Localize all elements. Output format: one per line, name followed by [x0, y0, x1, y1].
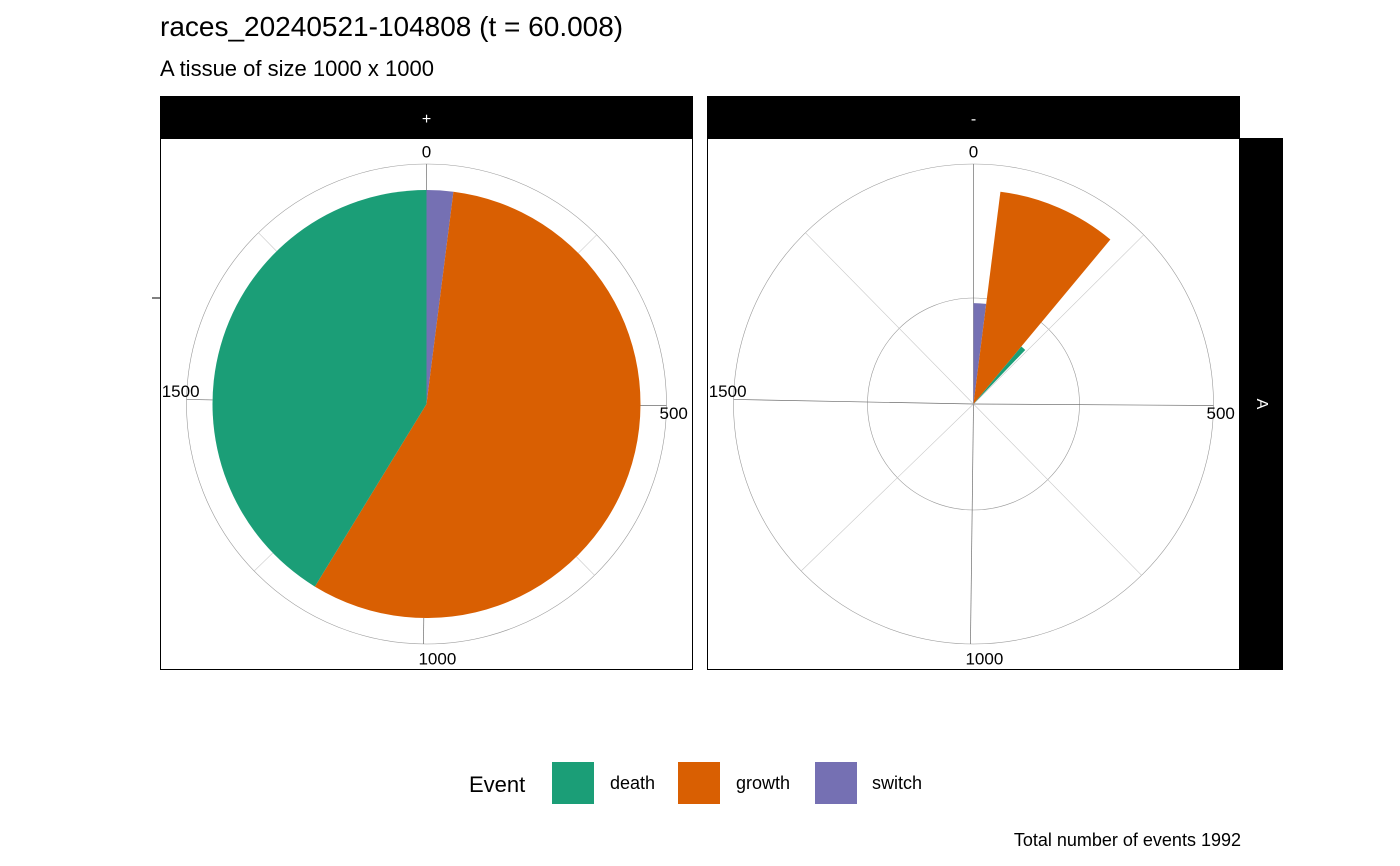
grid-spoke-major	[733, 399, 974, 405]
facet-strip-plus	[160, 96, 693, 138]
slice-death	[973, 346, 1026, 404]
legend-label-switch: switch	[872, 773, 922, 793]
grid-spoke-minor	[578, 234, 597, 254]
grid-spoke-minor	[258, 232, 277, 252]
grid-spoke-minor	[576, 556, 595, 576]
panel-plus-slices	[212, 190, 641, 618]
slice-growth	[973, 191, 1111, 404]
slice-switch	[973, 303, 987, 404]
grid-spoke-minor	[253, 552, 274, 572]
grid-spoke-major	[973, 403, 1214, 406]
legend: Event death growth switch	[469, 762, 922, 804]
grid-spoke-minor	[973, 403, 1142, 576]
legend-label-death: death	[610, 773, 655, 793]
tick-label-0: 0	[422, 143, 431, 162]
legend-swatch-growth	[678, 762, 720, 804]
panel-plus-grid	[186, 163, 667, 645]
grid-spoke-major	[970, 403, 974, 644]
panel-minus-slices	[973, 191, 1111, 404]
slice-switch	[426, 190, 454, 404]
slice-growth	[314, 191, 641, 618]
grid-spoke-minor	[805, 232, 974, 405]
legend-label-growth: growth	[736, 773, 790, 793]
panel-plus-tick-labels: 0 500 1000 1500	[162, 143, 688, 669]
facet-strip-row-a	[1240, 138, 1283, 670]
panel-minus-grid	[733, 163, 1214, 645]
legend-title: Event	[469, 772, 525, 797]
chart-title: races_20240521-104808 (t = 60.008)	[160, 11, 624, 42]
facet-label-plus: +	[422, 111, 431, 128]
facet-label-row-a: A	[1253, 399, 1270, 410]
facet-strip-minus	[707, 96, 1240, 138]
tick-label-1500: 1500	[162, 382, 200, 401]
tick-label-500: 500	[660, 404, 688, 423]
tick-label-1000: 1000	[965, 649, 1003, 668]
tick-label-1500: 1500	[709, 382, 747, 401]
tick-label-0: 0	[969, 143, 978, 162]
tick-label-500: 500	[1207, 404, 1235, 423]
panel-plus: + 0 500 1000 1500	[160, 96, 693, 670]
legend-swatch-switch	[815, 762, 857, 804]
legend-swatch-death	[552, 762, 594, 804]
panel-minus-tick-labels: 0 500 1000 1500	[709, 143, 1235, 669]
grid-spoke-minor	[973, 234, 1144, 405]
tick-label-1000: 1000	[418, 649, 456, 668]
chart-caption: Total number of events 1992	[1013, 830, 1241, 850]
facet-label-minus: -	[971, 111, 976, 128]
grid-spoke-minor	[800, 403, 974, 572]
chart-subtitle: A tissue of size 1000 x 1000	[160, 56, 434, 81]
panel-minus: - 0 500 1000 1500	[707, 96, 1240, 670]
slice-death	[212, 190, 427, 587]
